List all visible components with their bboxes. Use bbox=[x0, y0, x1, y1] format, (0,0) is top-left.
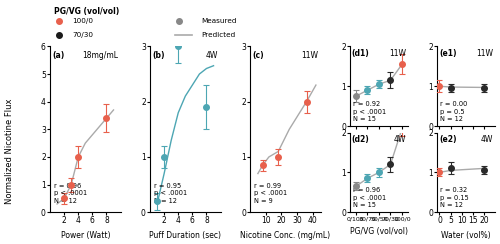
Text: r = 0.95
p < .0001
N = 12: r = 0.95 p < .0001 N = 12 bbox=[154, 183, 186, 204]
Text: Predicted: Predicted bbox=[202, 32, 235, 38]
Text: Normalized Nicotine Flux: Normalized Nicotine Flux bbox=[6, 99, 15, 204]
Text: r = 0.92
p < .0001
N = 15: r = 0.92 p < .0001 N = 15 bbox=[353, 101, 386, 122]
Text: (a): (a) bbox=[52, 51, 64, 60]
Text: (c): (c) bbox=[252, 51, 264, 60]
Text: 100/0: 100/0 bbox=[72, 18, 93, 24]
Text: (d1): (d1) bbox=[352, 49, 370, 58]
Text: 50/50: 50/50 bbox=[72, 46, 93, 52]
X-axis label: Nicotine Conc. (mg/mL): Nicotine Conc. (mg/mL) bbox=[240, 231, 330, 240]
Text: 11W: 11W bbox=[389, 49, 406, 58]
X-axis label: Puff Duration (sec): Puff Duration (sec) bbox=[150, 231, 222, 240]
Text: r = 0.96
p < .0001
N = 15: r = 0.96 p < .0001 N = 15 bbox=[353, 187, 386, 208]
Text: (e1): (e1) bbox=[439, 49, 456, 58]
Text: r = 0.96
p < .0001
N = 12: r = 0.96 p < .0001 N = 12 bbox=[54, 183, 86, 204]
X-axis label: Water (vol%): Water (vol%) bbox=[442, 231, 491, 240]
Text: 4W: 4W bbox=[481, 135, 494, 144]
Text: r = 0.99
p < .0001
N = 9: r = 0.99 p < .0001 N = 9 bbox=[254, 183, 286, 204]
Text: (e2): (e2) bbox=[439, 135, 456, 144]
X-axis label: Power (Watt): Power (Watt) bbox=[60, 231, 110, 240]
Text: 4W: 4W bbox=[206, 51, 218, 60]
Text: (d2): (d2) bbox=[352, 135, 370, 144]
Text: PG/VG (vol/vol): PG/VG (vol/vol) bbox=[54, 7, 120, 16]
Text: 11W: 11W bbox=[476, 49, 494, 58]
Text: 4W: 4W bbox=[394, 135, 406, 144]
Text: 18mg/mL: 18mg/mL bbox=[82, 51, 118, 60]
X-axis label: PG/VG (vol/vol): PG/VG (vol/vol) bbox=[350, 227, 408, 236]
Text: 11W: 11W bbox=[302, 51, 318, 60]
Text: (b): (b) bbox=[152, 51, 164, 60]
Text: 70/30: 70/30 bbox=[72, 32, 93, 38]
Text: r = 0.32
p = 0.15
N = 12: r = 0.32 p = 0.15 N = 12 bbox=[440, 187, 469, 208]
Text: r = 0.00
p = 0.5
N = 12: r = 0.00 p = 0.5 N = 12 bbox=[440, 101, 468, 122]
Text: Measured: Measured bbox=[202, 18, 237, 24]
